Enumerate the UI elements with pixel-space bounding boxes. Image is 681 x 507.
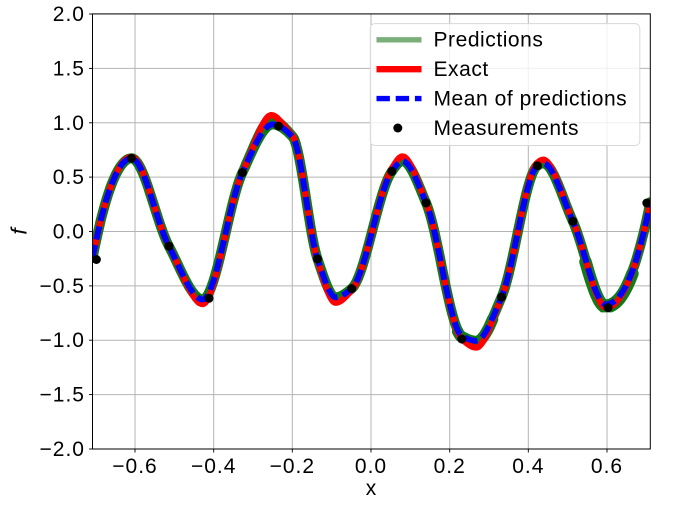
svg-text:0.0: 0.0 — [355, 455, 387, 478]
svg-text:Predictions: Predictions — [434, 29, 544, 52]
svg-text:−1.0: −1.0 — [40, 329, 85, 352]
svg-text:Exact: Exact — [434, 58, 489, 81]
svg-text:−0.5: −0.5 — [40, 275, 85, 298]
svg-text:Measurements: Measurements — [434, 117, 580, 140]
svg-text:1.0: 1.0 — [53, 112, 85, 135]
svg-text:−0.2: −0.2 — [270, 455, 315, 478]
svg-text:1.5: 1.5 — [53, 57, 85, 80]
svg-text:Mean of predictions: Mean of predictions — [434, 87, 628, 110]
svg-text:−1.5: −1.5 — [40, 384, 85, 407]
svg-text:−2.0: −2.0 — [40, 438, 85, 461]
svg-text:f: f — [7, 226, 32, 235]
svg-text:0.4: 0.4 — [512, 455, 544, 478]
svg-text:0.6: 0.6 — [591, 455, 623, 478]
svg-text:0.0: 0.0 — [53, 221, 85, 244]
svg-text:x: x — [366, 477, 377, 500]
svg-text:−0.4: −0.4 — [191, 455, 236, 478]
svg-text:0.5: 0.5 — [53, 166, 85, 189]
svg-text:−0.6: −0.6 — [112, 455, 157, 478]
svg-text:2.0: 2.0 — [53, 3, 85, 26]
svg-text:0.2: 0.2 — [434, 455, 466, 478]
